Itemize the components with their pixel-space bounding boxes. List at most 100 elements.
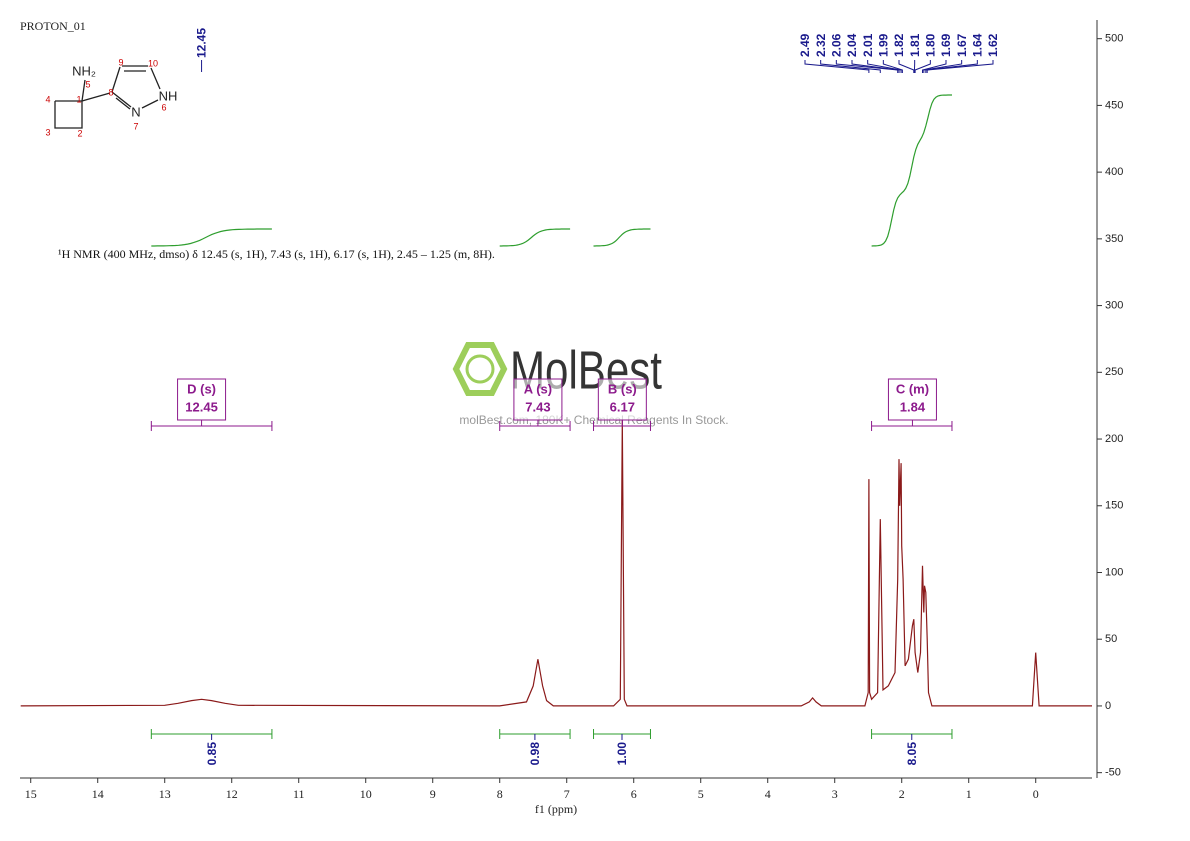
bond	[111, 66, 121, 93]
integral-value: 8.05	[905, 742, 919, 766]
x-tick-label: 15	[25, 787, 37, 801]
peak-connector	[835, 60, 899, 73]
atom-label: N	[131, 104, 140, 119]
spectrum-line	[20, 420, 1092, 707]
x-axis-label: f1 (ppm)	[535, 802, 577, 816]
multiplet-name: B (s)	[608, 381, 637, 396]
peak-label: 1.80	[924, 33, 938, 57]
x-tick-label: 1	[966, 787, 972, 801]
peak-connector	[921, 60, 947, 73]
x-tick-label: 14	[92, 787, 104, 801]
multiplet-shift: 12.45	[185, 399, 218, 414]
atom-label: 8	[108, 87, 113, 97]
y-tick-label: 350	[1105, 233, 1123, 245]
atom-label: 7	[133, 121, 138, 131]
multiplet-box	[887, 378, 937, 421]
y-tick-label: 400	[1105, 166, 1123, 178]
y-tick-label: 150	[1105, 500, 1123, 512]
bond	[150, 67, 161, 90]
bond	[115, 97, 131, 110]
x-tick-label: 9	[430, 787, 436, 801]
x-tick-label: 10	[360, 787, 372, 801]
bond	[81, 79, 86, 102]
y-tick-label: 100	[1105, 566, 1123, 578]
integral-curve	[499, 228, 571, 247]
peak-label: 2.49	[798, 33, 812, 57]
integral-value: 0.98	[528, 742, 542, 766]
peak-connector	[867, 60, 902, 73]
multiplet-name: D (s)	[187, 381, 216, 396]
x-tick-label: 0	[1033, 787, 1039, 801]
x-tick-label: 2	[899, 787, 905, 801]
peak-label: 1.64	[971, 33, 985, 57]
atom-label: NH₂	[72, 63, 96, 78]
logo-ring	[465, 354, 495, 384]
peak-label: 1.81	[908, 33, 922, 57]
multiplet-name: A (s)	[524, 381, 552, 396]
atom-label: 6	[161, 102, 166, 112]
y-tick-label: 500	[1105, 33, 1123, 45]
x-tick-label: 7	[564, 787, 570, 801]
multiplet-box	[513, 378, 563, 421]
bond	[111, 91, 132, 108]
x-tick-label: 3	[832, 787, 838, 801]
multiplet-box	[177, 378, 227, 421]
multiplet-shift: 7.43	[525, 399, 550, 414]
bond	[81, 92, 111, 102]
y-tick-label: 300	[1105, 299, 1123, 311]
peak-label: 1.99	[877, 33, 891, 57]
peak-connector	[820, 60, 881, 73]
x-tick-label: 13	[159, 787, 171, 801]
peak-connector	[804, 60, 870, 73]
peak-label: 12.45	[195, 28, 209, 58]
multiplet-range	[871, 421, 953, 431]
x-tick-label: 5	[698, 787, 704, 801]
y-tick-label: 200	[1105, 433, 1123, 445]
multiplet-name: C (m)	[896, 381, 929, 396]
peak-label: 2.01	[861, 33, 875, 57]
y-tick-label: 250	[1105, 366, 1123, 378]
peak-connector	[851, 60, 900, 73]
atom-label: 9	[118, 57, 123, 67]
multiplet-shift: 6.17	[610, 399, 635, 414]
y-tick-label: -50	[1105, 767, 1121, 779]
integral-curve	[871, 94, 952, 247]
integral-value: 0.85	[205, 742, 219, 766]
atom-label: 5	[85, 79, 90, 89]
y-tick-label: 450	[1105, 99, 1123, 111]
atom-label: 4	[45, 94, 50, 104]
y-tick-label: 0	[1105, 700, 1111, 712]
multiplet-range	[499, 421, 571, 431]
y-tick-label: 50	[1105, 633, 1117, 645]
peak-connector	[923, 60, 963, 73]
peak-label: 1.69	[939, 33, 953, 57]
peak-label: 2.32	[814, 33, 828, 57]
structure	[54, 65, 161, 129]
peak-connector	[925, 60, 978, 73]
x-tick-label: 8	[497, 787, 503, 801]
annotation: ¹H NMR (400 MHz, dmso) δ 12.45 (s, 1H), …	[58, 247, 495, 261]
peak-label: 1.67	[955, 33, 969, 57]
x-tick-label: 11	[293, 787, 305, 801]
multiplet-shift: 1.84	[900, 399, 926, 414]
x-tick-label: 12	[226, 787, 238, 801]
atom-label: NH	[159, 88, 178, 103]
multiplet-box	[597, 378, 647, 421]
integral-curve	[593, 228, 651, 247]
x-tick-label: 4	[765, 787, 771, 801]
atom-label: 1	[76, 94, 81, 104]
integral-curve	[151, 228, 272, 247]
peak-connector	[882, 60, 903, 73]
peak-label: 1.82	[892, 33, 906, 57]
bond	[141, 99, 159, 109]
chart-title: PROTON_01	[20, 19, 86, 33]
logo-hexagon	[452, 342, 508, 396]
peak-connector	[926, 60, 994, 73]
peak-connector	[898, 60, 915, 73]
peak-label: 2.06	[830, 33, 844, 57]
integral-value: 1.00	[615, 742, 629, 766]
peak-label: 2.04	[845, 33, 859, 57]
x-tick-label: 6	[631, 787, 637, 801]
peak-connector	[914, 60, 931, 73]
